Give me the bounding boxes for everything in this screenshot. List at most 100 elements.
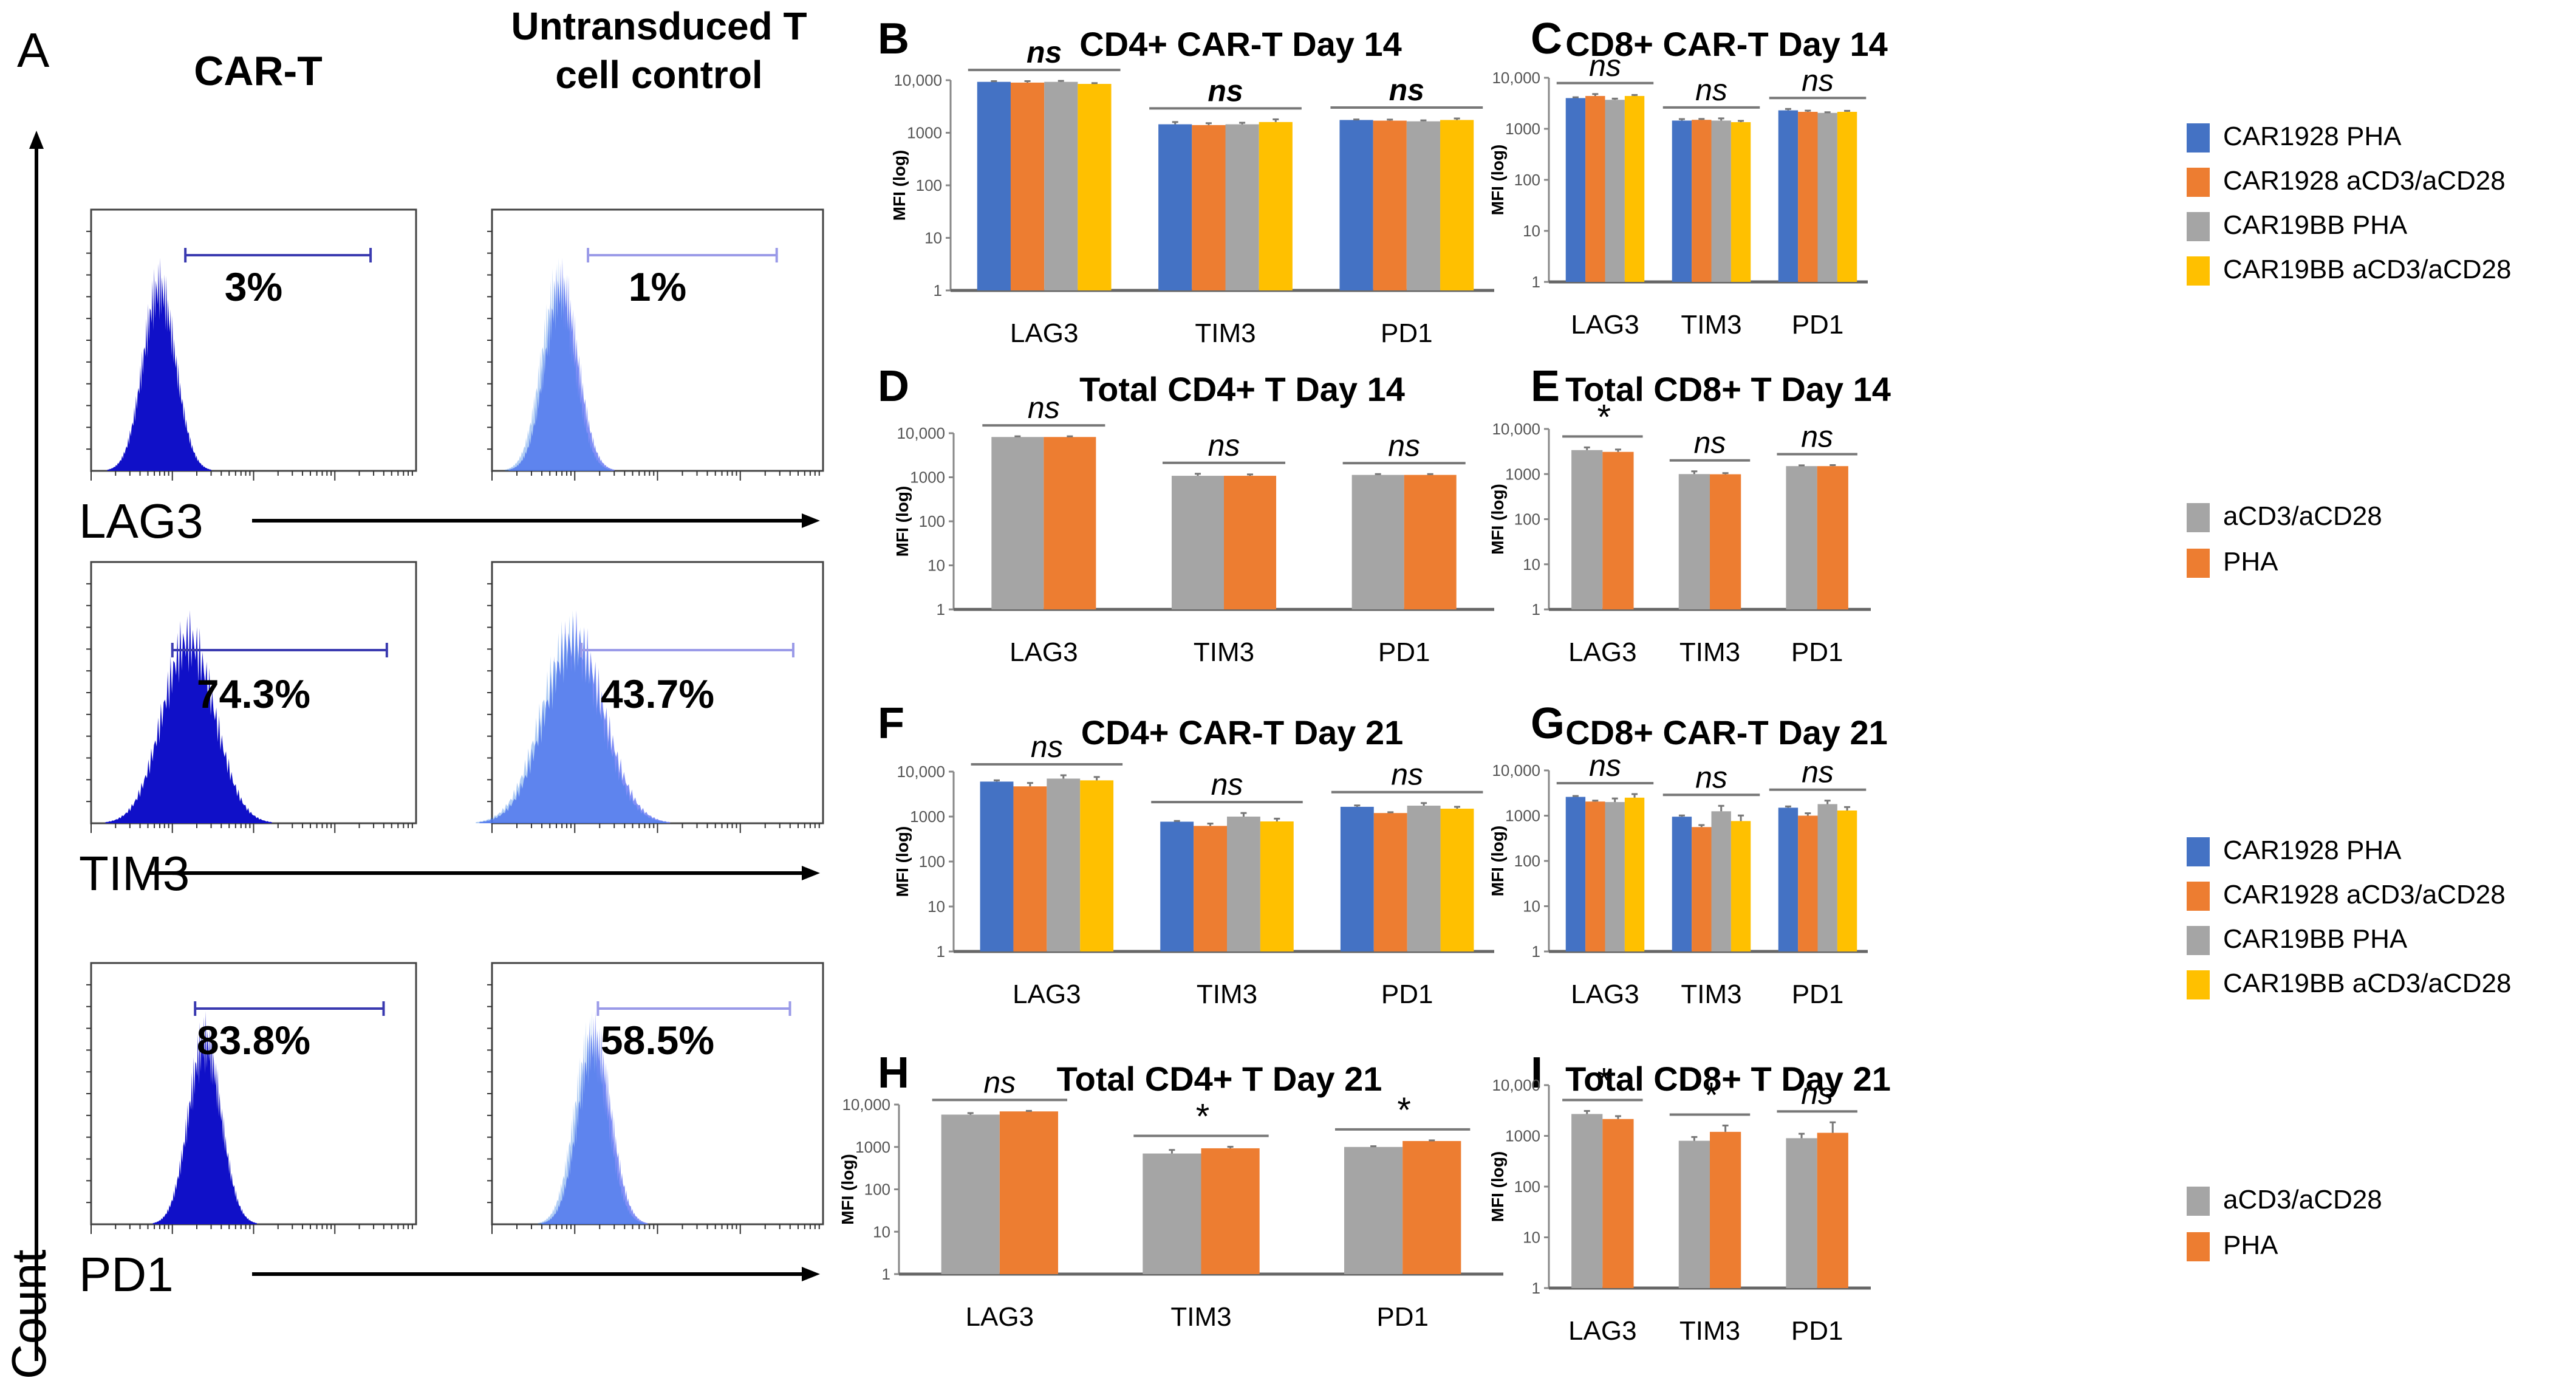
legend-swatch bbox=[2187, 503, 2210, 532]
bar-tim3-car19bb-acd3-acd28 bbox=[1259, 122, 1293, 290]
histogram-row-pd1: 83.8% 58.5% PD1 bbox=[79, 962, 824, 1301]
bar-tim3-pha bbox=[1201, 1148, 1260, 1274]
histogram-row-lag3: 3% 1% LAG3 bbox=[79, 208, 824, 548]
bar-pd1-car19bb-pha bbox=[1406, 121, 1441, 291]
panel-letter: F bbox=[878, 699, 904, 748]
histogram-car-t-pd1: 83.8% bbox=[86, 962, 417, 1234]
bar-lag3-car1928-pha bbox=[977, 81, 1011, 290]
y-tick-label: 10,000 bbox=[1492, 420, 1540, 438]
bar-pd1-car1928-pha bbox=[1339, 120, 1373, 290]
bar-lag3-acd3-acd28 bbox=[991, 437, 1044, 609]
y-tick-label: 1000 bbox=[1505, 465, 1540, 483]
gate-percent-label: 74.3% bbox=[197, 671, 310, 716]
panel-letter: B bbox=[878, 15, 909, 63]
x-category-label: PD1 bbox=[1792, 310, 1844, 340]
significance-label: ns bbox=[1389, 73, 1424, 107]
significance-label: * bbox=[1596, 1061, 1611, 1100]
significance-label: ns bbox=[1027, 35, 1062, 69]
chart-title: CD8+ CAR-T Day 21 bbox=[1565, 713, 1888, 752]
bar-tim3-acd3-acd28 bbox=[1678, 1140, 1710, 1288]
y-axis-label: MFI (log) bbox=[1488, 826, 1507, 897]
y-tick-label: 100 bbox=[916, 176, 942, 194]
marker-axis-label: LAG3 bbox=[79, 494, 203, 548]
chart-title: Total CD4+ T Day 14 bbox=[1079, 370, 1405, 408]
chart-panel-e: E Total CD8+ T Day 14 1 10 100 1000 10,000 MFI … bbox=[1488, 362, 2382, 667]
legend-label: aCD3/aCD28 bbox=[2223, 1185, 2382, 1215]
y-tick-label: 100 bbox=[1514, 510, 1540, 529]
x-category-label: PD1 bbox=[1376, 1302, 1429, 1332]
bar-tim3-pha bbox=[1710, 1131, 1741, 1288]
legend-swatch bbox=[2187, 837, 2210, 866]
marker-axis-arrowhead bbox=[802, 513, 820, 528]
y-tick-label: 10 bbox=[1523, 555, 1540, 574]
col-header-control-line2: cell control bbox=[555, 53, 762, 97]
bar-pd1-acd3-acd28 bbox=[1786, 466, 1817, 609]
chart-title: CD8+ CAR-T Day 14 bbox=[1565, 25, 1888, 63]
bar-lag3-car1928-acd3-acd28 bbox=[1585, 801, 1605, 951]
bar-pd1-car19bb-acd3-acd28 bbox=[1837, 811, 1857, 951]
bar-lag3-car19bb-pha bbox=[1605, 802, 1625, 951]
x-category-label: LAG3 bbox=[1571, 979, 1639, 1009]
y-tick-label: 1000 bbox=[1505, 1127, 1540, 1145]
histogram-car-t-lag3: 3% bbox=[86, 208, 417, 481]
bar-pd1-car1928-pha bbox=[1340, 806, 1374, 951]
bar-pd1-pha bbox=[1402, 1140, 1461, 1274]
y-tick-label: 1 bbox=[1532, 942, 1540, 961]
bar-pd1-car1928-acd3-acd28 bbox=[1373, 120, 1407, 290]
x-category-label: TIM3 bbox=[1194, 637, 1254, 667]
y-tick-label: 100 bbox=[1514, 171, 1540, 189]
x-category-label: LAG3 bbox=[1568, 637, 1637, 667]
histogram-frame bbox=[90, 962, 417, 1225]
bar-lag3-acd3-acd28 bbox=[1571, 1114, 1603, 1288]
y-tick-label: 1 bbox=[937, 942, 945, 961]
bar-lag3-car1928-acd3-acd28 bbox=[1585, 95, 1605, 282]
legend-swatch bbox=[2187, 882, 2210, 911]
significance-label: ns bbox=[1589, 749, 1621, 783]
x-category-label: PD1 bbox=[1381, 979, 1433, 1009]
gate-percent-label: 3% bbox=[225, 264, 282, 309]
marker-axis-label: PD1 bbox=[79, 1247, 174, 1301]
bar-pd1-car1928-acd3-acd28 bbox=[1798, 112, 1818, 282]
y-axis-label: MFI (log) bbox=[893, 826, 912, 897]
y-tick-label: 1 bbox=[882, 1265, 890, 1283]
histogram-fill bbox=[152, 1011, 257, 1224]
bar-tim3-car19bb-pha bbox=[1711, 120, 1731, 283]
significance-label: ns bbox=[1801, 419, 1833, 453]
bar-tim3-car19bb-pha bbox=[1227, 817, 1260, 951]
chart-panel-i: I Total CD8+ T Day 21 1 10 100 1000 10,000 MFI … bbox=[1488, 1049, 2382, 1346]
significance-label: ns bbox=[1802, 755, 1834, 789]
bar-tim3-car1928-acd3-acd28 bbox=[1692, 827, 1712, 951]
y-axis-label: MFI (log) bbox=[1488, 484, 1507, 555]
y-tick-label: 1000 bbox=[1505, 807, 1540, 825]
significance-label: ns bbox=[1028, 391, 1060, 425]
bar-pd1-car19bb-acd3-acd28 bbox=[1440, 808, 1474, 951]
y-tick-label: 1 bbox=[1532, 1279, 1540, 1297]
x-category-label: PD1 bbox=[1378, 637, 1430, 667]
panel-a-flow-histograms: A CAR-T Untransduced T cell control Coun… bbox=[2, 4, 824, 1379]
bar-tim3-car1928-pha bbox=[1158, 124, 1192, 290]
bar-lag3-car19bb-pha bbox=[1047, 778, 1081, 951]
bar-pd1-acd3-acd28 bbox=[1344, 1147, 1403, 1274]
x-category-label: PD1 bbox=[1791, 1316, 1843, 1346]
bar-tim3-car19bb-acd3-acd28 bbox=[1730, 122, 1751, 283]
y-tick-label: 10,000 bbox=[1492, 761, 1540, 780]
y-tick-label: 1000 bbox=[910, 468, 945, 487]
panel-letter: E bbox=[1531, 362, 1560, 411]
bar-lag3-pha bbox=[1044, 437, 1096, 609]
bar-tim3-acd3-acd28 bbox=[1171, 476, 1224, 609]
x-category-label: LAG3 bbox=[1568, 1316, 1637, 1346]
y-axis-label: MFI (log) bbox=[1488, 1151, 1507, 1222]
significance-label: * bbox=[1194, 1097, 1209, 1136]
chart-panel-h: H Total CD4+ T Day 21 1 10 100 1000 10,000 MFI … bbox=[838, 1049, 1503, 1332]
significance-label: * bbox=[1703, 1075, 1718, 1115]
bar-pd1-car19bb-pha bbox=[1817, 804, 1837, 951]
bar-tim3-acd3-acd28 bbox=[1143, 1153, 1201, 1274]
bar-pd1-acd3-acd28 bbox=[1351, 475, 1404, 609]
histogram-frame bbox=[491, 962, 824, 1225]
y-tick-label: 10,000 bbox=[1492, 1076, 1540, 1094]
bar-tim3-car1928-acd3-acd28 bbox=[1192, 125, 1226, 290]
histogram-overlay bbox=[476, 610, 667, 823]
bar-lag3-car1928-acd3-acd28 bbox=[1010, 82, 1045, 291]
marker-axis-arrowhead bbox=[802, 866, 820, 880]
y-tick-label: 10 bbox=[1523, 222, 1540, 240]
